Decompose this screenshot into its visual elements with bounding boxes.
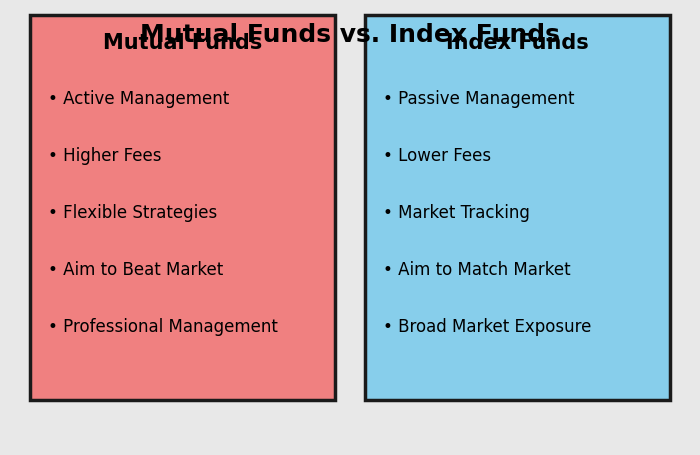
- FancyBboxPatch shape: [30, 15, 335, 400]
- Text: • Lower Fees: • Lower Fees: [383, 147, 491, 165]
- Text: • Aim to Beat Market: • Aim to Beat Market: [48, 261, 223, 279]
- Text: Mutual Funds: Mutual Funds: [103, 33, 262, 53]
- Text: • Broad Market Exposure: • Broad Market Exposure: [383, 318, 592, 336]
- Text: Mutual Funds vs. Index Funds: Mutual Funds vs. Index Funds: [140, 23, 560, 47]
- Text: • Higher Fees: • Higher Fees: [48, 147, 162, 165]
- Text: • Active Management: • Active Management: [48, 90, 230, 108]
- FancyBboxPatch shape: [365, 15, 670, 400]
- Text: • Passive Management: • Passive Management: [383, 90, 575, 108]
- Text: • Flexible Strategies: • Flexible Strategies: [48, 204, 217, 222]
- Text: • Market Tracking: • Market Tracking: [383, 204, 530, 222]
- Text: • Aim to Match Market: • Aim to Match Market: [383, 261, 570, 279]
- Text: Index Funds: Index Funds: [446, 33, 589, 53]
- Text: • Professional Management: • Professional Management: [48, 318, 278, 336]
